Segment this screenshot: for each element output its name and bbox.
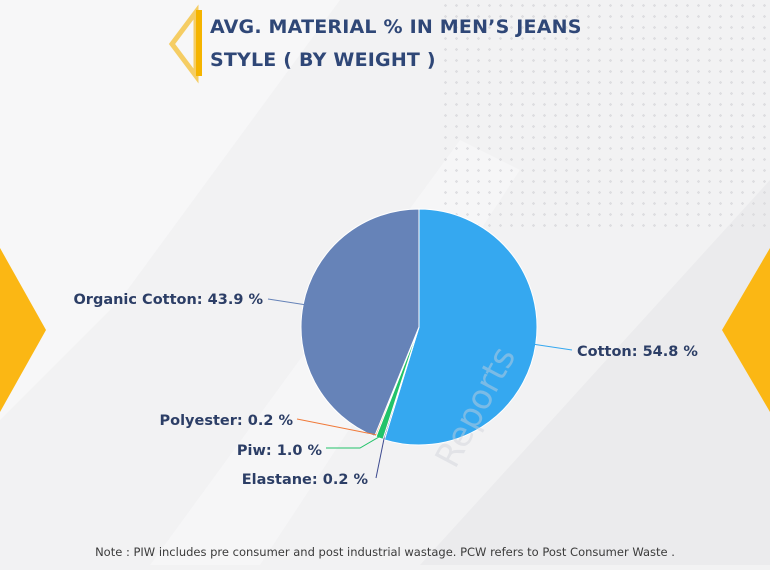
- slice-label-organic-cotton: Organic Cotton: 43.9 %: [73, 292, 263, 308]
- slice-labels: Cotton: 54.8 % Elastane: 0.2 % Piw: 1.0 % P…: [73, 292, 698, 488]
- slice-label-piw: Piw: 1.0 %: [237, 443, 323, 459]
- leader-line-elastane: [375, 437, 385, 479]
- slice-label-polyester: Polyester: 0.2 %: [159, 413, 293, 429]
- footnote: Note : PIW includes pre consumer and pos…: [95, 545, 675, 559]
- chart-title-line-2: STYLE ( BY WEIGHT ): [210, 49, 436, 71]
- leader-line-piw: [326, 435, 381, 449]
- pie-slices: [300, 208, 538, 446]
- leader-line-organic-cotton: [267, 298, 306, 306]
- dot-pattern: [440, 0, 770, 230]
- left-chevron-decoration: [0, 248, 46, 412]
- chart-title: AVG. MATERIAL % IN MEN’S JEANS STYLE ( B…: [210, 11, 640, 77]
- chart-title-line-1: AVG. MATERIAL % IN MEN’S JEANS: [210, 16, 582, 38]
- slice-label-elastane: Elastane: 0.2 %: [242, 472, 369, 488]
- right-chevron-decoration: [722, 248, 770, 412]
- title-accent-bar: [196, 10, 202, 76]
- leader-lines: [267, 298, 573, 479]
- slice-label-cotton: Cotton: 54.8 %: [577, 344, 698, 360]
- leader-line-cotton: [533, 343, 573, 351]
- leader-line-polyester: [296, 418, 377, 436]
